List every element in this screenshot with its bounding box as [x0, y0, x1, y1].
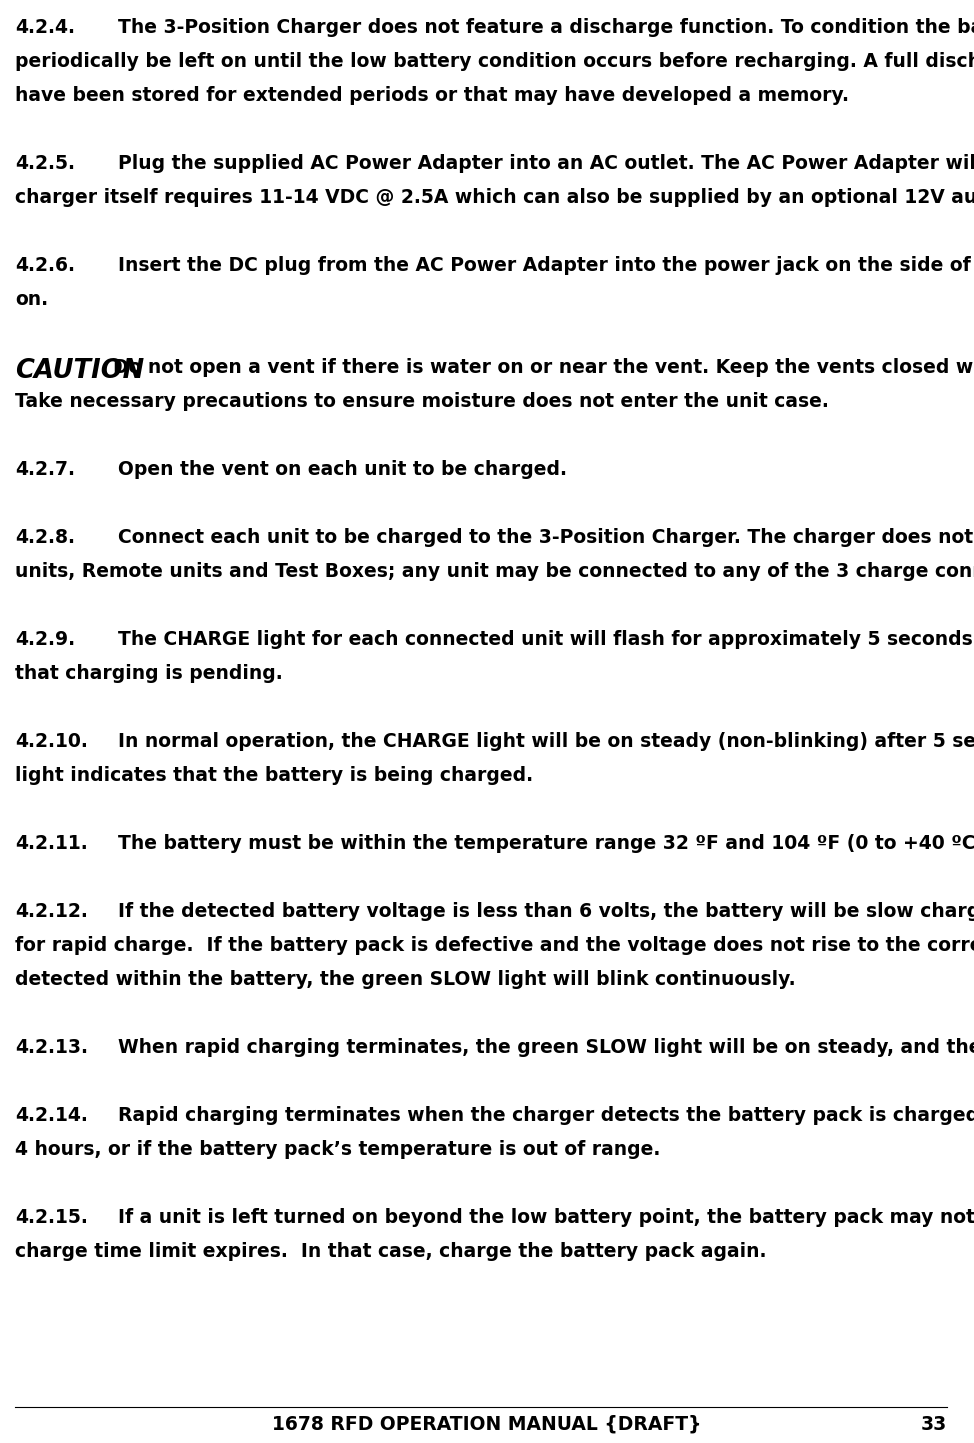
Text: 4.2.13.: 4.2.13. — [15, 1038, 88, 1058]
Text: for rapid charge.  If the battery pack is defective and the voltage does not ris: for rapid charge. If the battery pack is… — [15, 937, 974, 955]
Text: 4.2.7.: 4.2.7. — [15, 460, 75, 479]
Text: that charging is pending.: that charging is pending. — [15, 664, 282, 683]
Text: light indicates that the battery is being charged.: light indicates that the battery is bein… — [15, 766, 533, 785]
Text: have been stored for extended periods or that may have developed a memory.: have been stored for extended periods or… — [15, 87, 849, 105]
Text: Insert the DC plug from the AC Power Adapter into the power jack on the side of : Insert the DC plug from the AC Power Ada… — [118, 255, 974, 276]
Text: periodically be left on until the low battery condition occurs before recharging: periodically be left on until the low ba… — [15, 52, 974, 71]
Text: 4.2.15.: 4.2.15. — [15, 1208, 88, 1227]
Text: 4.2.8.: 4.2.8. — [15, 528, 75, 547]
Text: If a unit is left turned on beyond the low battery point, the battery pack may n: If a unit is left turned on beyond the l… — [118, 1208, 974, 1227]
Text: Do not open a vent if there is water on or near the vent. Keep the vents closed : Do not open a vent if there is water on … — [113, 358, 974, 377]
Text: charge time limit expires.  In that case, charge the battery pack again.: charge time limit expires. In that case,… — [15, 1242, 767, 1261]
Text: When rapid charging terminates, the green SLOW light will be on steady, and the : When rapid charging terminates, the gree… — [118, 1038, 974, 1058]
Text: Plug the supplied AC Power Adapter into an AC outlet. The AC Power Adapter will : Plug the supplied AC Power Adapter into … — [118, 154, 974, 173]
Text: 4.2.11.: 4.2.11. — [15, 834, 88, 853]
Text: units, Remote units and Test Boxes; any unit may be connected to any of the 3 ch: units, Remote units and Test Boxes; any … — [15, 561, 974, 582]
Text: on.: on. — [15, 290, 48, 309]
Text: The 3-Position Charger does not feature a discharge function. To condition the b: The 3-Position Charger does not feature … — [118, 17, 974, 38]
Text: 4 hours, or if the battery pack’s temperature is out of range.: 4 hours, or if the battery pack’s temper… — [15, 1140, 660, 1159]
Text: 4.2.9.: 4.2.9. — [15, 631, 75, 649]
Text: Connect each unit to be charged to the 3-Position Charger. The charger does not : Connect each unit to be charged to the 3… — [118, 528, 974, 547]
Text: CAUTION: CAUTION — [15, 358, 144, 384]
Text: 4.2.14.: 4.2.14. — [15, 1105, 88, 1126]
Text: 4.2.5.: 4.2.5. — [15, 154, 75, 173]
Text: 4.2.4.: 4.2.4. — [15, 17, 75, 38]
Text: In normal operation, the CHARGE light will be on steady (non-blinking) after 5 s: In normal operation, the CHARGE light wi… — [118, 732, 974, 750]
Text: If the detected battery voltage is less than 6 volts, the battery will be slow c: If the detected battery voltage is less … — [118, 902, 974, 921]
Text: Rapid charging terminates when the charger detects the battery pack is charged. : Rapid charging terminates when the charg… — [118, 1105, 974, 1126]
Text: 4.2.10.: 4.2.10. — [15, 732, 88, 750]
Text: The battery must be within the temperature range 32 ºF and 104 ºF (0 to +40 ºC) : The battery must be within the temperatu… — [118, 834, 974, 853]
Text: 1678 RFD OPERATION MANUAL {DRAFT}: 1678 RFD OPERATION MANUAL {DRAFT} — [273, 1416, 701, 1434]
Text: charger itself requires 11-14 VDC @ 2.5A which can also be supplied by an option: charger itself requires 11-14 VDC @ 2.5A… — [15, 188, 974, 206]
Text: The CHARGE light for each connected unit will flash for approximately 5 seconds.: The CHARGE light for each connected unit… — [118, 631, 974, 649]
Text: Take necessary precautions to ensure moisture does not enter the unit case.: Take necessary precautions to ensure moi… — [15, 392, 829, 411]
Text: 4.2.12.: 4.2.12. — [15, 902, 88, 921]
Text: 33: 33 — [920, 1416, 947, 1434]
Text: 4.2.6.: 4.2.6. — [15, 255, 75, 276]
Text: detected within the battery, the green SLOW light will blink continuously.: detected within the battery, the green S… — [15, 970, 796, 988]
Text: Open the vent on each unit to be charged.: Open the vent on each unit to be charged… — [118, 460, 567, 479]
